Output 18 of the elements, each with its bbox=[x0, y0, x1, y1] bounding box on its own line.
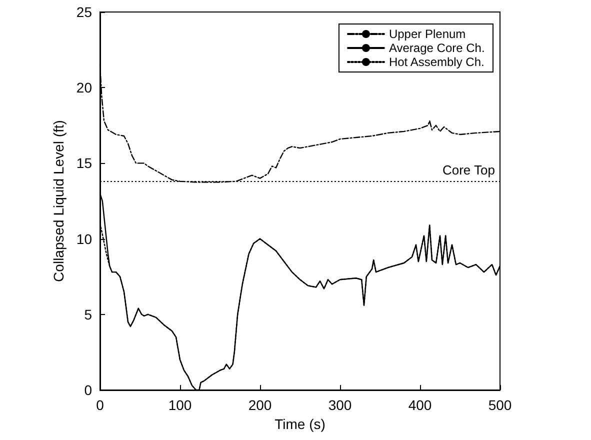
x-tick-label: 400 bbox=[408, 397, 432, 413]
x-tick-label: 200 bbox=[248, 397, 272, 413]
x-axis-title: Time (s) bbox=[274, 416, 326, 432]
y-tick-label: 10 bbox=[76, 230, 92, 247]
x-tick-label: 300 bbox=[328, 397, 352, 413]
y-tick-label: 5 bbox=[84, 306, 92, 322]
x-tick-label: 500 bbox=[488, 397, 512, 413]
y-tick-label: 20 bbox=[76, 80, 92, 96]
legend-label: Hot Assembly Ch. bbox=[388, 55, 484, 69]
y-tick-label: 25 bbox=[76, 4, 92, 20]
y-axis-title: Collapsed Liquid Level (ft) bbox=[50, 120, 67, 282]
ref-line-label: Core Top bbox=[442, 162, 495, 178]
legend-label: Upper Plenum bbox=[388, 27, 466, 41]
legend-label: Average Core Ch. bbox=[388, 41, 485, 55]
y-tick-label: 15 bbox=[76, 155, 92, 172]
y-tick-label: 0 bbox=[84, 382, 92, 398]
x-tick-label: 100 bbox=[168, 397, 192, 413]
x-tick-label: 0 bbox=[96, 397, 104, 413]
